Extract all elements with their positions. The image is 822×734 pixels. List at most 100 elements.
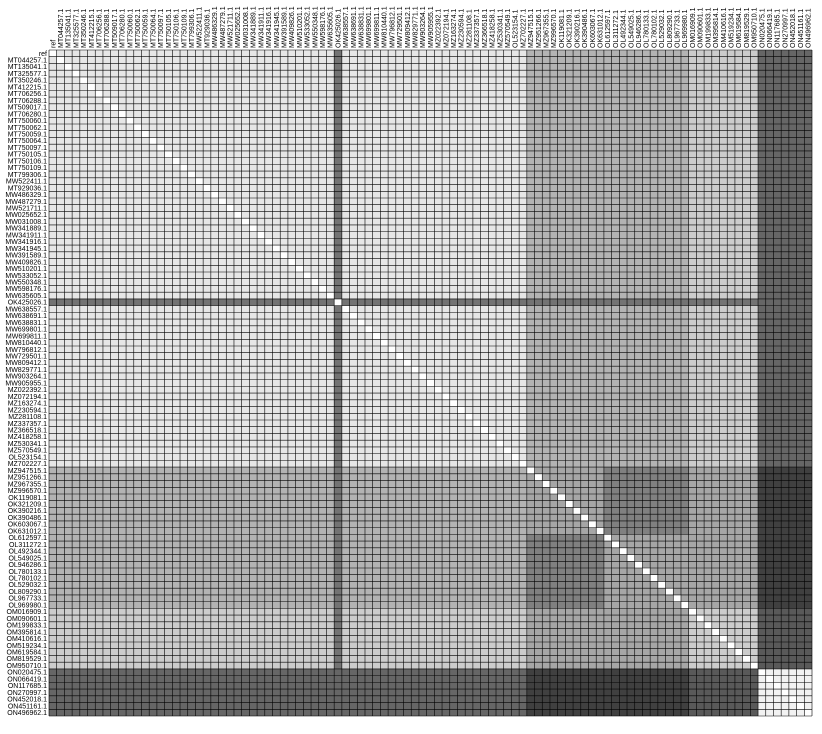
heatmap-cell [257,386,265,394]
heatmap-cell [187,292,196,299]
heatmap-cell [680,117,689,125]
heatmap-cell [434,157,443,165]
heatmap-cell [64,319,73,326]
heatmap-cell [742,50,751,57]
heatmap-cell [526,83,535,91]
heatmap-cell [180,305,188,313]
heatmap-cell [673,177,682,185]
heatmap-cell [596,298,604,306]
heatmap-cell [349,90,358,98]
heatmap-cell [334,144,342,151]
heatmap-cell [642,164,651,172]
heatmap-cell [334,258,342,266]
heatmap-cell [272,130,281,138]
heatmap-cell [164,292,173,299]
heatmap-cell [318,379,327,387]
heatmap-cell [280,218,288,225]
heatmap-cell [303,90,312,98]
heatmap-cell [434,245,443,252]
heatmap-cell [226,319,235,326]
heatmap-cell [318,325,327,333]
heatmap-cell [49,164,57,172]
heatmap-cell [226,352,235,360]
heatmap-cell [280,211,288,219]
heatmap-cell [403,56,412,64]
heatmap-cell [318,137,327,145]
heatmap-cell [264,352,273,360]
heatmap-cell [619,90,628,98]
heatmap-cell [403,352,412,360]
heatmap-cell [79,224,88,232]
heatmap-cell [102,124,111,131]
heatmap-cell [226,83,235,91]
heatmap-cell [804,379,813,387]
heatmap-cell [341,150,350,158]
heatmap-cell [87,319,96,326]
heatmap-cell [241,164,250,172]
heatmap-cell [388,325,396,333]
heatmap-cell [156,103,165,111]
heatmap-cell [156,238,165,246]
heatmap-cell [573,50,581,57]
heatmap-cell [318,292,327,299]
heatmap-cell [719,258,728,266]
heatmap-cell [765,76,774,84]
heatmap-cell [442,372,450,380]
heatmap-cell [195,265,204,273]
heatmap-cell [472,191,481,199]
heatmap-cell [665,117,674,125]
heatmap-cell [549,339,558,347]
heatmap-cell [465,278,473,286]
heatmap-cell [634,103,643,111]
heatmap-cell [488,224,497,232]
heatmap-cell [133,231,142,239]
heatmap-cell [87,379,96,387]
heatmap-cell [611,305,620,313]
heatmap-cell [334,224,342,232]
heatmap-cell [480,319,489,326]
heatmap-cell [449,325,458,333]
heatmap-cell [534,76,543,84]
heatmap-cell [788,130,797,138]
heatmap-cell [426,325,435,333]
heatmap-cell [218,137,227,145]
heatmap-cell [472,124,481,131]
heatmap-cell [72,319,80,326]
heatmap-cell [102,325,111,333]
heatmap-cell [465,204,473,212]
heatmap-cell [287,191,296,199]
heatmap-cell [311,191,319,199]
heatmap-cell [781,251,789,259]
heatmap-cell [364,278,373,286]
heatmap-cell [781,339,789,347]
heatmap-cell [295,258,304,266]
heatmap-cell [758,325,766,333]
heatmap-cell [488,150,497,158]
heatmap-cell [750,272,759,279]
heatmap-cell [565,70,574,77]
heatmap-cell [619,339,628,347]
heatmap-cell [742,292,751,299]
heatmap-cell [364,359,373,367]
heatmap-cell [102,157,111,165]
heatmap-cell [149,211,157,219]
heatmap-cell [742,332,751,340]
heatmap-cell [380,305,389,313]
heatmap-cell [488,339,497,347]
heatmap-cell [734,224,743,232]
heatmap-cell [465,124,473,131]
heatmap-cell [734,278,743,286]
heatmap-cell [549,191,558,199]
heatmap-cell [210,346,219,353]
heatmap-cell [388,97,396,104]
heatmap-cell [257,56,265,64]
heatmap-cell [534,90,543,98]
heatmap-cell [164,110,173,118]
heatmap-cell [195,366,204,373]
heatmap-cell [534,332,543,340]
heatmap-cell [133,177,142,185]
heatmap-cell [580,305,589,313]
heatmap-cell [673,352,682,360]
heatmap-cell [87,251,96,259]
heatmap-cell [442,379,450,387]
